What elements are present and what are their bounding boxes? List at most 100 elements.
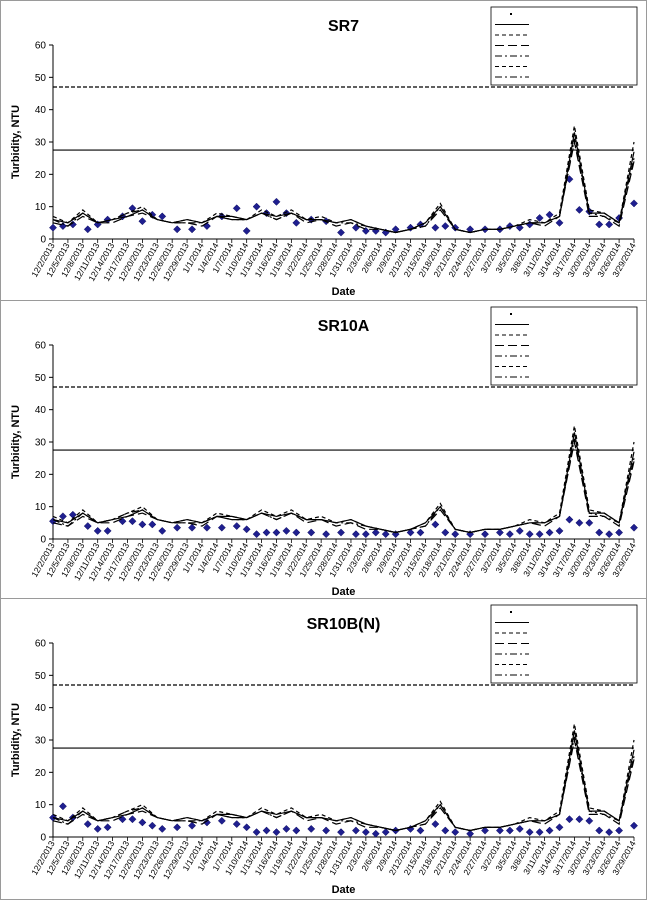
data-point: [416, 528, 425, 537]
data-point: [272, 528, 281, 537]
data-point: [337, 828, 345, 837]
data-point: [173, 225, 182, 234]
data-point: [466, 829, 475, 838]
data-point: [575, 518, 584, 527]
data-point: [361, 828, 370, 837]
y-tick-label: 30: [35, 138, 47, 149]
data-point: [58, 802, 67, 811]
chart-sr10a: SR10A010203040506012/2/201312/5/201312/8…: [10, 306, 638, 598]
y-tick-label: 60: [35, 639, 47, 650]
chart-panel-sr7: SR7 0 10 20 30 40 50 60 12/2/2013 12/5/2013 12/8/2…: [0, 0, 647, 303]
legend-marker-sample: [510, 13, 512, 15]
y-tick-label: 20: [35, 470, 47, 481]
data-point: [252, 530, 261, 539]
data-point: [431, 820, 440, 829]
data-point: [495, 528, 504, 537]
data-point: [351, 223, 360, 232]
data-point: [232, 204, 241, 213]
data-point: [128, 517, 137, 526]
data-point: [555, 526, 564, 535]
series-line-dashed: [52, 125, 635, 234]
data-point: [595, 826, 604, 835]
data-point: [451, 828, 460, 837]
data-point: [322, 530, 331, 539]
x-axis-title: Date: [332, 884, 356, 896]
y-axis-title: Turbidity, NTU: [10, 105, 22, 179]
data-point: [217, 523, 226, 532]
y-tick-label: 30: [35, 438, 47, 449]
y-tick-label: 50: [35, 373, 47, 384]
data-point: [545, 210, 554, 219]
data-point: [118, 815, 127, 824]
y-axis-title: Turbidity, NTU: [10, 703, 22, 777]
y-tick-label: 60: [35, 41, 47, 52]
data-point: [525, 220, 534, 229]
data-point: [202, 523, 211, 532]
data-point: [282, 824, 291, 833]
data-point: [481, 530, 489, 539]
data-point: [630, 821, 638, 830]
data-point: [525, 828, 534, 837]
data-point: [575, 815, 584, 824]
y-tick-label: 20: [35, 768, 47, 779]
data-point: [630, 523, 638, 532]
chart-sr10b-n: SR10B(N)010203040506012/2/201312/5/20131…: [10, 604, 638, 896]
data-point: [202, 818, 211, 827]
data-point: [361, 530, 370, 539]
y-tick-label: 0: [40, 535, 46, 546]
data-point: [381, 828, 390, 837]
data-point: [272, 828, 281, 837]
x-axis-title: Date: [332, 286, 356, 298]
data-point: [242, 525, 251, 534]
data-point: [307, 824, 316, 833]
data-point: [615, 826, 624, 835]
data-point: [128, 815, 137, 824]
y-tick-label: 10: [35, 800, 47, 811]
y-tick-label: 10: [35, 202, 47, 213]
series-line-solid: [52, 132, 635, 234]
y-tick-label: 60: [35, 341, 47, 352]
y-tick-label: 0: [40, 235, 46, 246]
data-point: [505, 530, 514, 539]
data-point: [441, 222, 450, 231]
data-point: [307, 528, 316, 537]
series-line-dashed: [52, 425, 635, 534]
data-point: [595, 528, 604, 537]
data-point: [441, 826, 450, 835]
data-point: [252, 828, 261, 837]
data-point: [565, 815, 574, 824]
data-point: [282, 209, 291, 218]
data-point: [451, 530, 460, 539]
data-point: [545, 528, 554, 537]
y-tick-label: 40: [35, 703, 47, 714]
data-point: [361, 226, 370, 235]
data-point: [605, 220, 614, 229]
data-point: [83, 225, 92, 234]
data-point: [158, 824, 167, 833]
chart-panel-sr10b-n: SR10B(N) 0 10 20 30 40 50 60 12/2/2013 12/5/2013 1…: [0, 598, 647, 900]
data-point: [232, 522, 241, 531]
series-line-dashed: [52, 723, 635, 832]
data-point: [322, 826, 331, 835]
data-point: [505, 222, 514, 231]
data-point: [605, 530, 614, 539]
data-point: [83, 522, 92, 531]
data-point: [93, 526, 102, 535]
series-line-dash-dot: [52, 438, 635, 534]
data-point: [481, 826, 489, 835]
x-axis-title: Date: [332, 586, 356, 598]
data-point: [337, 528, 345, 537]
data-point: [337, 228, 345, 237]
data-point: [615, 528, 624, 537]
y-axis-title: Turbidity, NTU: [10, 405, 22, 479]
y-tick-label: 50: [35, 671, 47, 682]
series-line-long-dash: [52, 739, 635, 832]
data-point: [555, 218, 564, 227]
data-point: [232, 820, 241, 829]
data-point: [103, 823, 112, 832]
data-point: [148, 821, 157, 830]
series-line-long-dash: [52, 441, 635, 534]
data-point: [535, 828, 544, 837]
data-point: [605, 828, 614, 837]
